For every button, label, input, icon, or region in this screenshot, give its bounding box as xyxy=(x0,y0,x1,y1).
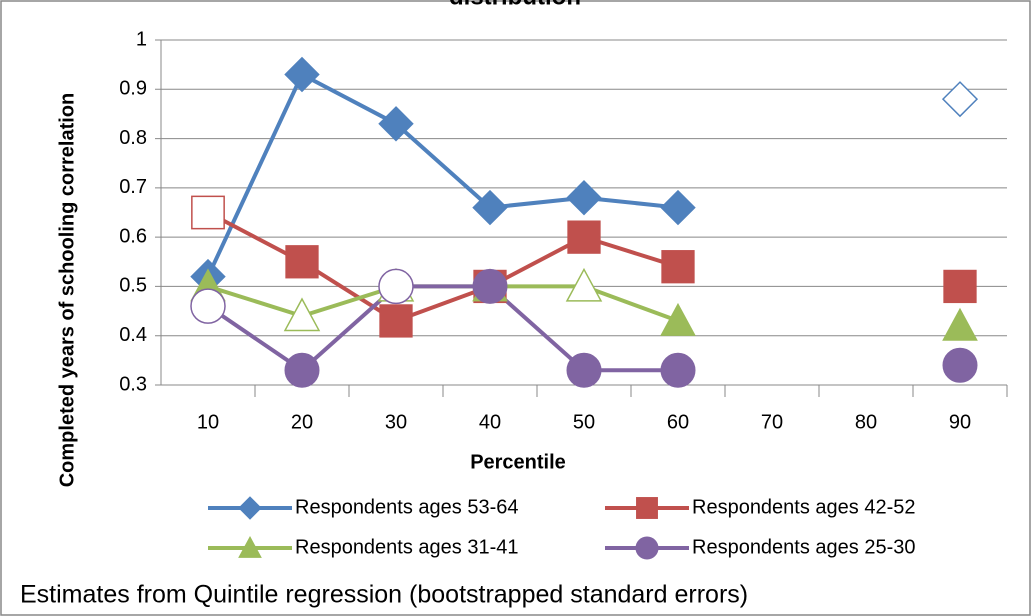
data-point xyxy=(941,81,979,118)
footnote: Estimates from Quintile regression (boot… xyxy=(20,581,748,609)
y-tick-label: 0.9 xyxy=(119,78,147,100)
legend-label: Respondents ages 53-64 xyxy=(295,496,519,518)
data-point xyxy=(472,268,508,304)
data-point xyxy=(566,352,602,388)
y-tick-label: 0.7 xyxy=(119,176,147,198)
y-tick-label: 0.5 xyxy=(119,275,147,297)
x-tick-label: 60 xyxy=(667,411,689,433)
data-point xyxy=(379,304,413,338)
legend-label: Respondents ages 42-52 xyxy=(692,496,916,518)
data-point xyxy=(378,106,414,142)
legend-marker xyxy=(635,536,659,560)
y-tick-label: 1 xyxy=(136,28,147,50)
data-point xyxy=(660,189,696,226)
x-tick-label: 80 xyxy=(855,411,877,433)
x-axis-label: Percentile xyxy=(470,451,566,473)
data-point xyxy=(565,267,603,302)
x-tick-label: 30 xyxy=(385,411,407,433)
legend-label: Respondents ages 31-41 xyxy=(295,536,519,558)
data-point xyxy=(660,302,696,336)
data-point xyxy=(285,245,319,279)
legend-label: Respondents ages 25-30 xyxy=(692,536,916,558)
data-point xyxy=(943,269,977,304)
y-axis-label: Completed years of schooling correlation xyxy=(56,93,78,488)
y-tick-label: 0.6 xyxy=(119,225,147,247)
data-point xyxy=(942,347,978,383)
y-tick-label: 0.8 xyxy=(119,127,147,149)
legend-marker xyxy=(636,497,658,519)
x-tick-label: 90 xyxy=(949,411,971,433)
data-point xyxy=(661,250,695,284)
y-tick-label: 0.4 xyxy=(119,324,147,346)
x-tick-label: 70 xyxy=(761,411,783,433)
legend-marker xyxy=(238,496,262,520)
data-point xyxy=(378,268,414,305)
data-point xyxy=(284,352,320,388)
chart-title: distribution xyxy=(449,0,581,10)
data-point xyxy=(284,56,320,93)
data-point xyxy=(942,307,978,341)
data-point xyxy=(566,180,602,216)
data-point xyxy=(191,195,225,230)
x-tick-label: 10 xyxy=(197,411,219,433)
y-tick-label: 0.3 xyxy=(119,373,147,395)
x-tick-label: 20 xyxy=(291,411,313,433)
data-point xyxy=(472,189,508,226)
legend-marker xyxy=(238,535,262,558)
data-point xyxy=(190,288,226,324)
x-tick-label: 40 xyxy=(479,411,501,433)
data-point xyxy=(567,220,601,254)
data-point xyxy=(283,297,321,332)
x-tick-label: 50 xyxy=(573,411,595,433)
data-point xyxy=(660,352,696,388)
